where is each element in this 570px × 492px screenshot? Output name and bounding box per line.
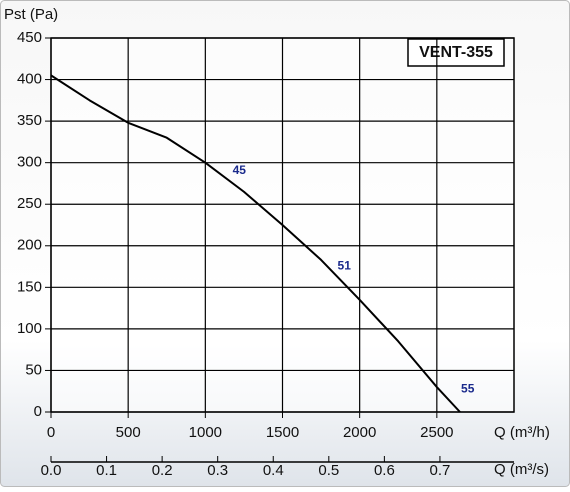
x2-tick-label: 0.7 bbox=[430, 462, 451, 479]
y-tick-label: 100 bbox=[17, 320, 42, 337]
y-tick-label: 0 bbox=[34, 403, 42, 420]
y-tick-label: 50 bbox=[25, 361, 42, 378]
y-tick-label: 400 bbox=[17, 71, 42, 88]
x-tick-label: 2000 bbox=[343, 424, 376, 441]
y-axis-label: Pst (Pa) bbox=[4, 6, 58, 23]
annotation: 55 bbox=[461, 382, 475, 396]
annotation: 45 bbox=[233, 163, 247, 177]
y-tick-label: 150 bbox=[17, 278, 42, 295]
y-tick-label: 250 bbox=[17, 195, 42, 212]
x2-tick-label: 0.2 bbox=[152, 462, 173, 479]
title-box bbox=[407, 38, 505, 67]
x-tick-label: 2500 bbox=[420, 424, 453, 441]
y-tick-label: 350 bbox=[17, 112, 42, 129]
y-tick-label: 300 bbox=[17, 154, 42, 171]
x-tick-label: 1000 bbox=[189, 424, 222, 441]
x-tick-label: 1500 bbox=[266, 424, 299, 441]
y-tick-label: 450 bbox=[17, 29, 42, 46]
x2-tick-label: 0.6 bbox=[374, 462, 395, 479]
y-tick-label: 200 bbox=[17, 237, 42, 254]
x-tick-label: 0 bbox=[47, 424, 55, 441]
x-tick-label: 500 bbox=[116, 424, 141, 441]
x2-tick-label: 0.4 bbox=[263, 462, 284, 479]
x2-tick-label: 0.1 bbox=[96, 462, 117, 479]
curve bbox=[50, 74, 461, 413]
x2-tick-label: 0.0 bbox=[41, 462, 62, 479]
annotation: 51 bbox=[338, 259, 352, 273]
chart-title: VENT-355 bbox=[419, 44, 493, 61]
x2-axis-label: Q (m³/s) bbox=[494, 461, 549, 478]
x-axis-label: Q (m³/h) bbox=[494, 424, 550, 441]
x2-tick-label: 0.5 bbox=[318, 462, 339, 479]
x2-tick-label: 0.3 bbox=[207, 462, 228, 479]
